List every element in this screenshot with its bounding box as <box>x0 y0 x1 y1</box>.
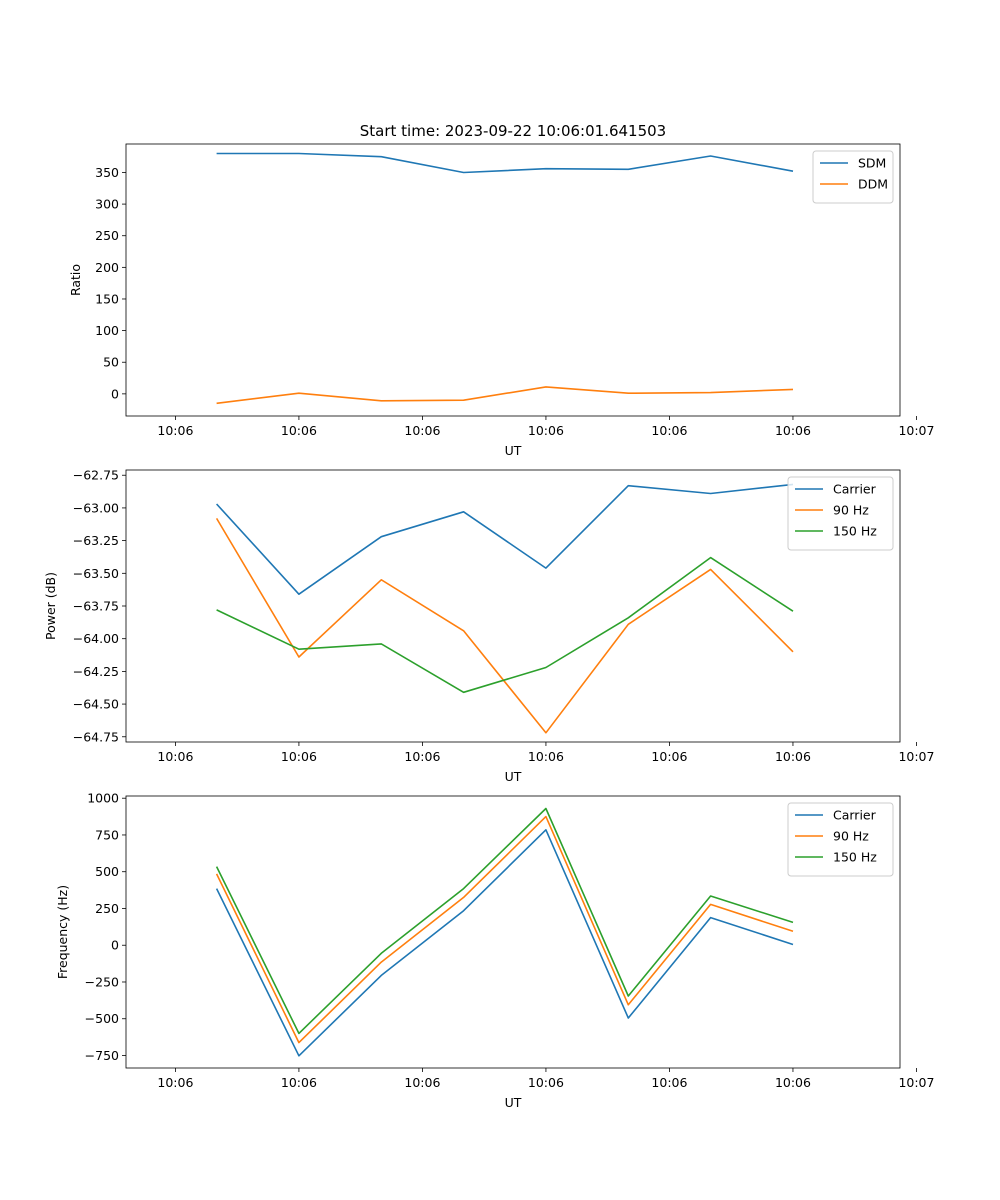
legend-label: DDM <box>858 177 888 192</box>
y-axis-label: Power (dB) <box>43 572 58 640</box>
y-tick-label: −500 <box>85 1011 119 1026</box>
subplot-3: −750 −500 −250 0 250 500 750 1000 10:06 10:06 10:0… <box>55 791 934 1110</box>
legend-label: 150 Hz <box>833 524 877 539</box>
x-tick-label: 10:06 <box>404 423 440 438</box>
x-axis-label: UT <box>505 1095 522 1110</box>
y-tick-label: 300 <box>95 197 119 212</box>
subplot-1: 0 50 100 150 200 250 300 350 10:06 10:06 10:06 10:0… <box>68 143 934 458</box>
y-tick-label: −63.50 <box>73 566 119 581</box>
y-axis-label: Frequency (Hz) <box>55 885 70 979</box>
x-tick-label: 10:06 <box>528 749 564 764</box>
y-tick-label: 500 <box>95 864 119 879</box>
legend: SDM DDM <box>812 150 894 204</box>
legend-label: Carrier <box>833 482 877 497</box>
y-axis-label: Ratio <box>68 264 83 296</box>
x-tick-label: 10:06 <box>404 749 440 764</box>
x-tick-label: 10:06 <box>281 749 317 764</box>
y-tick-label: 50 <box>103 355 119 370</box>
series-line-ddm <box>216 386 794 405</box>
x-tick-label: 10:06 <box>775 423 811 438</box>
y-tick-label: 1000 <box>87 791 119 806</box>
y-tick-label: 0 <box>111 386 119 401</box>
y-tick-label: −750 <box>85 1048 119 1063</box>
legend-label: 150 Hz <box>833 850 877 865</box>
subplots: 0 50 100 150 200 250 300 350 10:06 10:06 10:06 10:0… <box>43 143 934 1110</box>
y-tick-label: −63.25 <box>73 533 119 548</box>
axes-frame <box>125 795 901 1069</box>
series-line-150-hz <box>215 807 794 1035</box>
y-tick-label: 0 <box>111 938 119 953</box>
figure-title: Start time: 2023-09-22 10:06:01.641503 <box>360 122 666 140</box>
legend-label: SDM <box>858 156 886 171</box>
x-tick-label: 10:07 <box>898 1075 934 1090</box>
x-tick-label: 10:06 <box>281 1075 317 1090</box>
x-tick-label: 10:06 <box>528 1075 564 1090</box>
series-line-carrier <box>216 483 794 596</box>
series-line-90-hz <box>215 815 794 1044</box>
legend-box <box>812 150 894 204</box>
legend-label: 90 Hz <box>833 503 869 518</box>
y-tick-label: 250 <box>95 228 119 243</box>
legend: Carrier 90 Hz 150 Hz <box>787 802 894 877</box>
y-tick-label: 100 <box>95 323 119 338</box>
x-tick-label: 10:07 <box>898 749 934 764</box>
y-tick-label: −63.00 <box>73 500 119 515</box>
subplot-2: −64.75 −64.50 −64.25 −64.00 −63.75 −63.50 −63.… <box>43 468 934 784</box>
x-tick-label: 10:06 <box>157 1075 193 1090</box>
axes-frame <box>125 143 901 417</box>
y-tick-label: 250 <box>95 901 119 916</box>
x-tick-label: 10:06 <box>404 1075 440 1090</box>
x-tick-label: 10:06 <box>157 749 193 764</box>
x-tick-label: 10:06 <box>775 1075 811 1090</box>
series-line-150-hz <box>216 556 794 694</box>
x-tick-label: 10:06 <box>528 423 564 438</box>
x-tick-label: 10:06 <box>157 423 193 438</box>
y-tick-label: −63.75 <box>73 599 119 614</box>
series-line-carrier <box>215 828 794 1057</box>
y-tick-label: −64.00 <box>73 631 119 646</box>
y-tick-label: −64.50 <box>73 697 119 712</box>
x-tick-label: 10:07 <box>898 423 934 438</box>
x-tick-label: 10:06 <box>651 1075 687 1090</box>
series-line-90-hz <box>215 517 794 734</box>
x-tick-label: 10:06 <box>651 749 687 764</box>
series-line-sdm <box>216 152 794 174</box>
y-tick-label: 350 <box>95 165 119 180</box>
y-tick-label: −64.25 <box>73 664 119 679</box>
y-tick-label: −250 <box>85 974 119 989</box>
y-tick-label: 200 <box>95 260 119 275</box>
x-tick-label: 10:06 <box>775 749 811 764</box>
x-tick-label: 10:06 <box>281 423 317 438</box>
x-axis-label: UT <box>505 769 522 784</box>
legend-label: Carrier <box>833 808 877 823</box>
y-tick-label: −62.75 <box>73 468 119 483</box>
axes-frame <box>125 469 901 743</box>
x-tick-label: 10:06 <box>651 423 687 438</box>
legend: Carrier 90 Hz 150 Hz <box>787 476 894 551</box>
y-tick-label: 150 <box>95 291 119 306</box>
legend-label: 90 Hz <box>833 829 869 844</box>
x-axis-label: UT <box>505 443 522 458</box>
y-tick-label: 750 <box>95 827 119 842</box>
y-tick-label: −64.75 <box>73 729 119 744</box>
